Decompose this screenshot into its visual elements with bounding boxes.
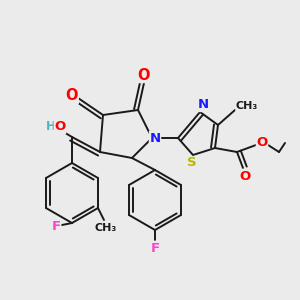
Text: F: F bbox=[150, 242, 160, 254]
Text: N: N bbox=[197, 98, 208, 112]
Text: S: S bbox=[187, 157, 197, 169]
Text: CH₃: CH₃ bbox=[236, 101, 258, 111]
Text: O: O bbox=[66, 88, 78, 104]
Text: O: O bbox=[138, 68, 150, 82]
Text: H: H bbox=[46, 121, 56, 134]
Text: N: N bbox=[149, 131, 161, 145]
Text: O: O bbox=[256, 136, 268, 149]
Text: O: O bbox=[239, 169, 250, 182]
Text: CH₃: CH₃ bbox=[95, 223, 117, 233]
Text: F: F bbox=[51, 220, 61, 232]
Text: O: O bbox=[54, 121, 66, 134]
